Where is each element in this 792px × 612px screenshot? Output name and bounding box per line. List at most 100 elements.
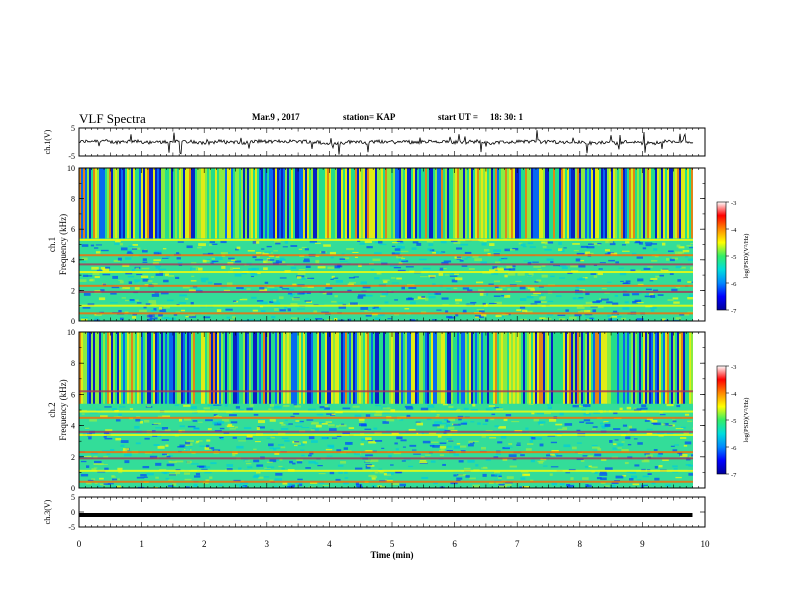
spectrogram-column bbox=[165, 168, 167, 239]
spectrogram-column bbox=[229, 168, 231, 239]
spectrogram-patch bbox=[147, 318, 153, 321]
spectrogram-patch bbox=[202, 253, 210, 255]
spectrogram-patch bbox=[496, 408, 504, 410]
spectrogram-column bbox=[495, 332, 497, 404]
spectrogram-column bbox=[429, 168, 431, 239]
spectrogram-patch bbox=[383, 280, 388, 283]
spectrogram-patch bbox=[494, 471, 501, 474]
spectrogram-column bbox=[109, 332, 111, 404]
spectrogram-patch bbox=[238, 440, 246, 442]
spectrogram-column bbox=[327, 168, 329, 239]
spectrogram-patch bbox=[99, 477, 104, 480]
spectrogram-column bbox=[647, 168, 649, 239]
spectrogram-patch bbox=[162, 415, 171, 418]
spectrogram-column bbox=[595, 332, 597, 404]
spectrogram-column bbox=[147, 168, 149, 239]
spectrogram-patch bbox=[266, 245, 272, 248]
spectrogram-patch bbox=[247, 250, 255, 252]
spectrogram-patch bbox=[611, 481, 619, 485]
spectrogram-patch bbox=[485, 430, 493, 432]
spectrogram-patch bbox=[125, 299, 129, 302]
spectrogram-column bbox=[133, 332, 135, 404]
spectrogram-column bbox=[273, 332, 275, 404]
spectrogram-column bbox=[193, 168, 195, 239]
spectrogram-patch bbox=[609, 242, 616, 246]
spectrogram-patch bbox=[284, 306, 288, 310]
spectrogram-patch bbox=[349, 302, 358, 306]
spectrogram-patch bbox=[387, 478, 393, 480]
spectrogram-patch bbox=[459, 445, 467, 448]
spectrogram-column bbox=[289, 332, 291, 404]
spectrogram-patch bbox=[153, 251, 159, 255]
spectrogram-band bbox=[79, 416, 693, 419]
spectrogram-patch bbox=[162, 311, 167, 314]
spectrogram-column bbox=[393, 168, 395, 239]
spectrogram-patch bbox=[344, 477, 349, 479]
spectrogram-patch bbox=[675, 476, 682, 479]
x-tick-label: 8 bbox=[578, 539, 583, 549]
spectrogram-patch bbox=[307, 408, 316, 411]
spectrogram-patch bbox=[680, 437, 687, 439]
spectrogram-column bbox=[407, 332, 409, 404]
spectrogram-column bbox=[425, 332, 427, 404]
spectrogram-patch bbox=[81, 244, 89, 247]
spectrogram-patch bbox=[396, 241, 404, 243]
y-tick-label: 6 bbox=[71, 390, 75, 399]
spectrogram-patch bbox=[455, 302, 460, 304]
spectrogram-column bbox=[519, 168, 521, 239]
spectrogram-patch bbox=[528, 403, 534, 406]
spectrogram-patch bbox=[246, 319, 254, 321]
spectrogram-patch bbox=[653, 289, 659, 291]
spectrogram-patch bbox=[661, 423, 666, 426]
spectrogram-column bbox=[401, 168, 403, 239]
spectrogram-column bbox=[155, 168, 157, 239]
spectrogram-patch bbox=[239, 299, 248, 301]
spectrogram-patch bbox=[644, 242, 653, 244]
spectrogram-column bbox=[675, 332, 677, 404]
spectrogram-column bbox=[509, 332, 511, 404]
spectrogram-patch bbox=[112, 486, 120, 488]
spectrogram-patch bbox=[243, 427, 252, 429]
spectrogram-column bbox=[461, 168, 463, 239]
spectrogram-column bbox=[169, 168, 171, 239]
spectrogram-patch bbox=[309, 241, 318, 243]
spectrogram-patch bbox=[408, 465, 414, 468]
spectrogram-patch bbox=[188, 289, 196, 293]
spectrogram-column bbox=[139, 168, 141, 239]
spectrogram-patch bbox=[544, 318, 552, 320]
spectrogram-patch bbox=[379, 470, 384, 474]
spectrogram-patch bbox=[341, 423, 345, 426]
spectrogram-column bbox=[551, 168, 553, 239]
spectrogram-column bbox=[119, 168, 121, 239]
spectrogram-band bbox=[79, 469, 693, 472]
spectrogram-patch bbox=[259, 287, 265, 290]
spectrogram-column bbox=[477, 168, 479, 239]
spectrogram-patch bbox=[168, 455, 173, 457]
spectrogram-column bbox=[293, 168, 295, 239]
spectrogram-column bbox=[297, 168, 299, 239]
spectrogram-patch bbox=[275, 447, 281, 449]
spectrogram-column bbox=[179, 332, 181, 404]
spectrogram-column bbox=[149, 332, 151, 404]
spectrogram-column bbox=[309, 168, 311, 239]
spectrogram-patch bbox=[179, 425, 185, 428]
spectrogram-patch bbox=[544, 248, 552, 251]
spectrogram-patch bbox=[539, 443, 544, 447]
spectrogram-column bbox=[557, 168, 559, 239]
spectrogram-column bbox=[581, 168, 583, 239]
spectrogram-column bbox=[563, 332, 565, 404]
spectrogram-patch bbox=[579, 277, 586, 281]
spectrogram-patch bbox=[386, 471, 394, 475]
spectrogram-column bbox=[485, 332, 487, 404]
spectrogram-patch bbox=[429, 444, 435, 447]
spectrogram-patch bbox=[618, 267, 624, 269]
spectrogram-patch bbox=[667, 250, 674, 253]
spectrogram-patch bbox=[603, 421, 609, 423]
spectrogram-patch bbox=[203, 316, 211, 319]
spectrogram-patch bbox=[483, 293, 489, 296]
spectrogram-patch bbox=[610, 252, 618, 256]
spectrogram-patch bbox=[90, 278, 95, 282]
spectrogram-patch bbox=[115, 240, 121, 243]
spectrogram-column bbox=[551, 332, 553, 404]
spectrogram-patch bbox=[169, 474, 177, 476]
